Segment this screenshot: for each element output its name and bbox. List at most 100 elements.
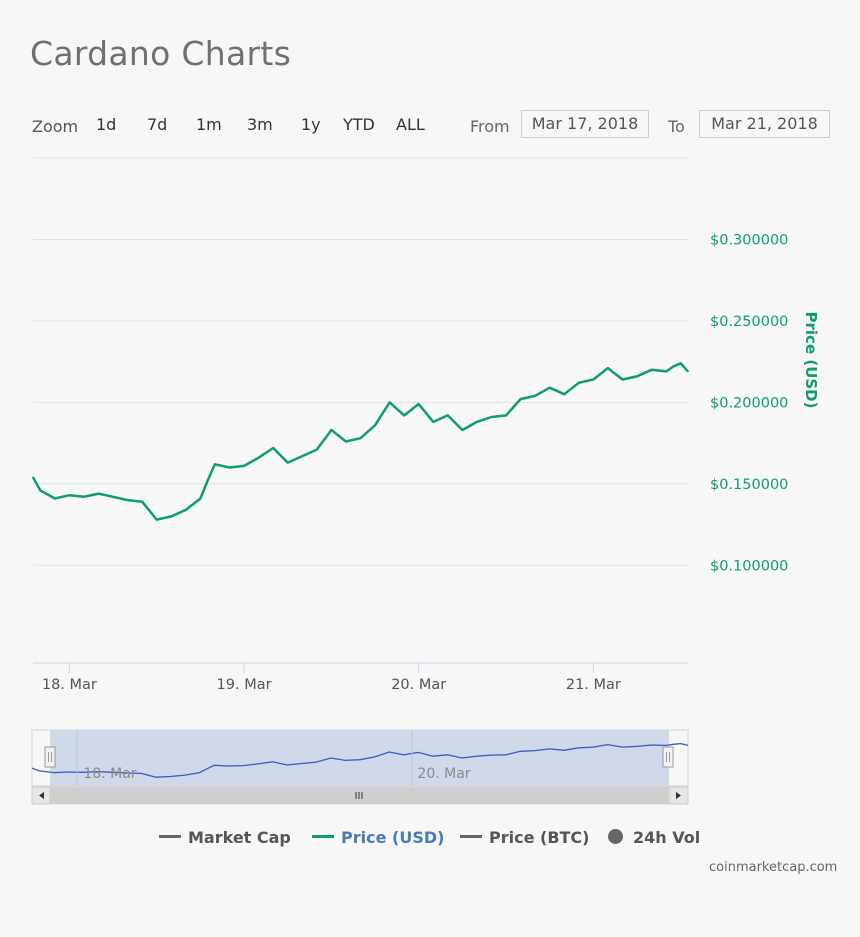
data-point [447,414,449,417]
navigator-selection [50,730,669,786]
legend-line-icon [159,835,181,838]
data-point [374,424,376,427]
data-point [286,461,289,464]
data-point [170,515,173,518]
data-point [432,421,435,423]
x-tick-label: 18. Mar [42,677,97,693]
data-point [54,497,56,500]
zoom-button-1y[interactable]: 1y [301,115,321,134]
data-point [621,378,624,381]
data-point [206,479,209,482]
data-point [665,370,667,373]
navigator-label: 18. Mar [83,766,136,782]
navigator-label: 20. Mar [417,766,470,782]
data-point [316,448,318,451]
from-date-input[interactable] [521,110,649,138]
data-point [687,370,689,373]
series-line-price-usd [31,362,689,521]
data-point [672,365,675,368]
navigator: 18. Mar 20. Mar [31,729,689,805]
data-point [650,369,653,371]
data-point [257,456,260,459]
data-point [563,393,566,396]
x-tick-label: 20. Mar [391,677,446,693]
arrow-right-icon [676,792,681,799]
scrollbar[interactable] [31,786,689,805]
zoom-button-ytd[interactable]: YTD [343,115,375,134]
zoom-button-3m[interactable]: 3m [247,115,273,134]
x-tick-label: 19. Mar [217,677,272,693]
y-tick-label: $0.200000 [710,395,788,411]
data-point [243,465,245,467]
data-point [476,421,478,423]
y-tick-label: $0.100000 [710,558,788,574]
y-tick-label: $0.150000 [710,477,788,493]
legend-dot-icon [608,829,623,844]
zoom-button-1m[interactable]: 1m [196,115,222,134]
data-point [417,403,420,405]
data-point [199,497,202,500]
y-tick-label: $0.250000 [710,314,788,330]
legend-label: Market Cap [188,828,291,847]
data-point [548,386,551,389]
page-title: Cardano Charts [30,34,292,73]
zoom-button-1d[interactable]: 1d [96,115,117,134]
data-point [636,375,638,378]
from-label: From [470,117,510,136]
legend-item-price-btc[interactable]: Price (BTC) [460,828,589,847]
data-point [112,496,114,498]
data-point [534,395,536,397]
grid-layer [33,157,688,566]
data-point [578,382,580,384]
x-tick-label: 21. Mar [566,677,621,693]
data-point [32,476,34,479]
data-point [388,401,391,404]
legend-item-market-cap[interactable]: Market Cap [159,828,291,847]
data-point [519,398,522,400]
arrow-left-icon [39,792,44,799]
data-point [403,414,406,417]
data-point [39,489,42,492]
legend-label: Price (BTC) [489,828,590,847]
data-point [592,378,595,381]
to-label: To [668,117,685,136]
zoom-button-all[interactable]: ALL [396,115,425,134]
data-point [505,414,507,417]
legend-label: 24h Vol [633,828,701,847]
zoom-label: Zoom [32,117,79,136]
axis-layer: $0.100000 $0.150000 $0.200000 $0.250000 $0.3… [33,232,820,693]
data-point [155,518,158,521]
data-point [83,496,85,498]
data-point [345,440,347,443]
data-point [607,367,609,369]
data-point [141,500,143,503]
navigator-handle[interactable] [44,746,56,768]
zoom-button-7d[interactable]: 7d [147,115,168,134]
y-axis-title: Price (USD) [802,312,820,409]
data-point [330,429,333,431]
data-point [214,463,216,466]
data-point [68,494,71,497]
data-point [97,492,100,495]
credit-link[interactable]: coinmarketcap.com [709,860,838,875]
legend-item-24h-vol[interactable]: 24h Vol [608,828,700,847]
plot-layer [31,362,689,521]
legend-label: Price (USD) [341,828,445,847]
data-point [359,437,362,440]
data-point [679,362,682,365]
y-tick-label: $0.300000 [710,232,788,248]
legend-line-icon [460,835,482,838]
data-point [185,509,187,511]
legend-line-icon [312,835,334,838]
data-point [126,499,129,501]
navigator-handle[interactable] [662,746,674,768]
data-point [301,455,304,457]
data-point [461,429,464,431]
navigator-series-line [31,742,689,778]
to-date-input[interactable] [699,110,830,138]
data-point [272,447,275,449]
data-point [228,466,231,469]
legend-item-price-usd[interactable]: Price (USD) [312,828,444,847]
data-point [490,416,493,418]
